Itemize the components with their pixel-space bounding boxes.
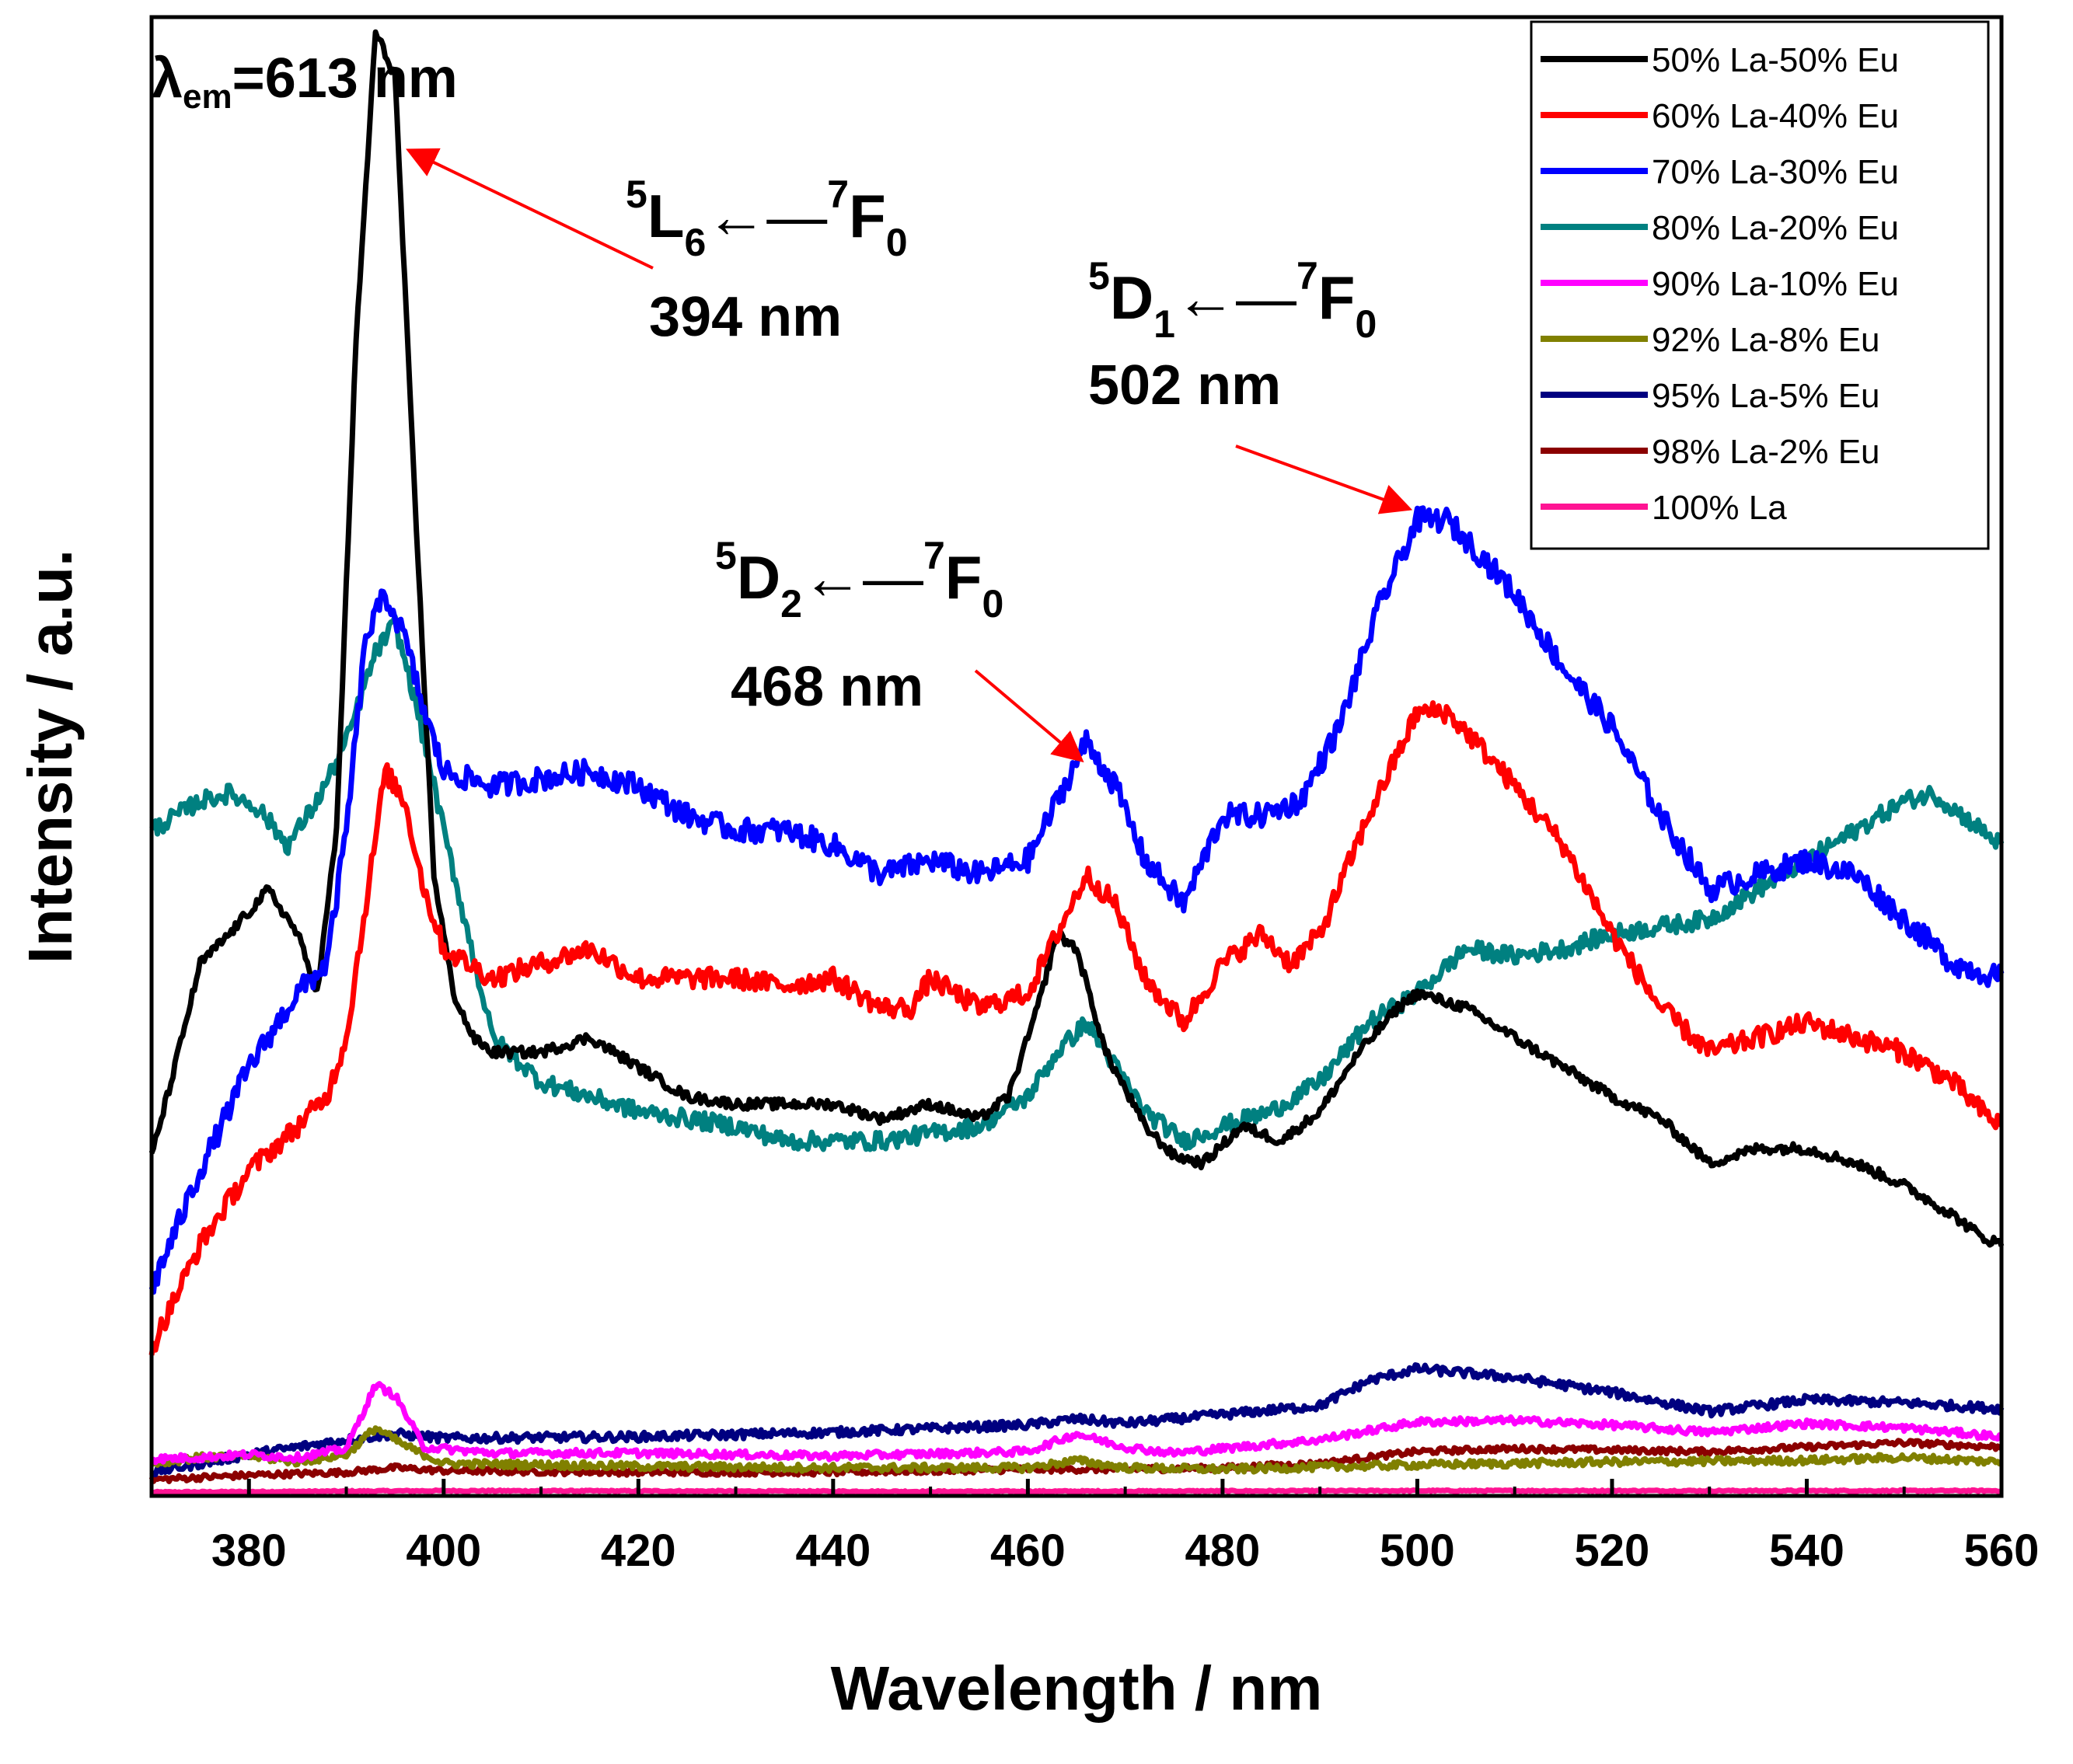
x-tick-label-520: 520 — [1575, 1525, 1650, 1576]
transition-sub2: 0 — [1355, 302, 1377, 346]
transition-label-D2: 5D2←—7F0 — [715, 534, 1003, 626]
legend-label-1: 60% La-40% Eu — [1652, 97, 1899, 135]
x-tick-label-540: 540 — [1769, 1525, 1844, 1576]
transition-upper: 5 — [715, 534, 737, 577]
x-tick-label-440: 440 — [795, 1525, 871, 1576]
series-line-3 — [149, 614, 2005, 1152]
annotation-arrow-D1 — [1235, 444, 1413, 514]
x-tick-label-400: 400 — [406, 1525, 481, 1576]
legend-label-8: 100% La — [1652, 489, 1787, 527]
series-line-4 — [149, 1381, 2002, 1466]
transition-sub: 1 — [1153, 302, 1175, 346]
legend: 50% La-50% Eu 60% La-40% Eu 70% La-30% Eu 8… — [1530, 20, 1990, 550]
series-line-7 — [148, 1438, 2003, 1484]
series-layer — [148, 29, 2005, 1496]
transition-letter2: F — [849, 182, 886, 250]
transition-upper2: 7 — [923, 534, 945, 577]
legend-label-0: 50% La-50% Eu — [1652, 41, 1899, 79]
legend-label-4: 90% La-10% Eu — [1652, 265, 1899, 303]
transition-letter: L — [647, 182, 685, 250]
x-tick-label-460: 460 — [990, 1525, 1066, 1576]
series-line-8 — [151, 1487, 2002, 1496]
legend-label-5: 92% La-8% Eu — [1652, 321, 1880, 359]
series-line-1 — [148, 700, 2003, 1356]
arrow-glyph: ←— — [1175, 263, 1296, 332]
transition-letter: D — [737, 543, 780, 612]
transition-sub: 2 — [780, 582, 802, 626]
series-line-5 — [149, 1425, 2003, 1475]
transition-sub2: 0 — [886, 221, 908, 264]
x-tick-label-500: 500 — [1380, 1525, 1455, 1576]
excitation-symbol: λ — [152, 47, 183, 110]
plot-frame — [149, 15, 2004, 1498]
x-tick-label-420: 420 — [601, 1525, 676, 1576]
excitation-value: =613 nm — [232, 47, 458, 110]
legend-label-7: 98% La-2% Eu — [1652, 433, 1880, 471]
x-ticks: 380 400 420 440 460 480 500 520 540 560 — [150, 1479, 2040, 1576]
x-tick-label-380: 380 — [211, 1525, 287, 1576]
x-tick-label-560: 560 — [1964, 1525, 2040, 1576]
y-axis-title: Intensity / a.u. — [16, 549, 85, 964]
legend-label-2: 70% La-30% Eu — [1652, 153, 1899, 191]
transition-letter: D — [1110, 263, 1153, 332]
arrow-glyph: ←— — [802, 543, 923, 612]
arrow-glyph: ←— — [706, 182, 827, 250]
transition-upper2: 7 — [827, 173, 849, 216]
wavelength-label-L6: 394 nm — [649, 286, 842, 348]
series-line-2 — [148, 505, 2005, 1295]
wavelength-label-D1: 502 nm — [1088, 354, 1281, 417]
annotation-arrow-L6 — [406, 148, 654, 270]
excitation-subscript: em — [183, 78, 232, 116]
transition-upper: 5 — [626, 173, 647, 216]
excitation-label: λem=613 nm — [152, 47, 458, 116]
transition-letter2: F — [1318, 263, 1356, 332]
annotation-arrow-D2 — [974, 669, 1084, 763]
transition-sub: 6 — [684, 221, 706, 264]
series-line-6 — [149, 1362, 2005, 1478]
transition-letter2: F — [945, 543, 982, 612]
transition-label-D1: 5D1←—7F0 — [1088, 254, 1377, 346]
transition-upper2: 7 — [1296, 254, 1318, 298]
legend-label-6: 95% La-5% Eu — [1652, 377, 1880, 415]
wavelength-label-D2: 468 nm — [731, 656, 923, 718]
transition-upper: 5 — [1088, 254, 1110, 298]
legend-label-3: 80% La-20% Eu — [1652, 209, 1899, 247]
x-axis-title: Wavelength / nm — [831, 1654, 1323, 1723]
transition-sub2: 0 — [982, 582, 1003, 626]
transition-label-L6: 5L6←—7F0 — [626, 173, 908, 264]
series-line-0 — [148, 29, 2005, 1248]
x-tick-label-480: 480 — [1185, 1525, 1261, 1576]
